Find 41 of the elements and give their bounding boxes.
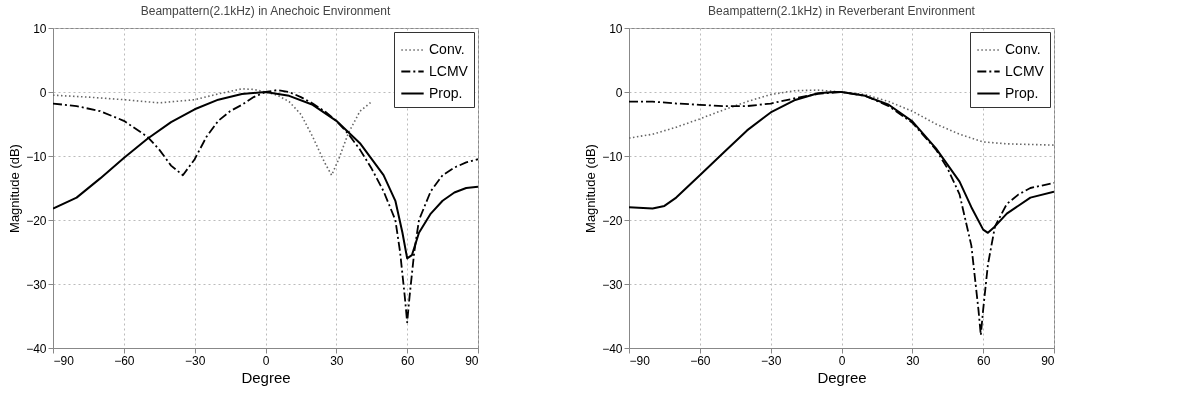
x-axis-title: Degree xyxy=(817,368,867,386)
y-tick-label: 10 xyxy=(33,21,47,36)
y-tick-label: −10 xyxy=(26,149,47,164)
legend-label: Prop. xyxy=(1005,84,1039,101)
legend-label: LCMV xyxy=(429,62,469,79)
y-tick-label: −30 xyxy=(602,277,623,292)
x-tick-label: 30 xyxy=(906,353,920,368)
x-tick-label: −30 xyxy=(184,353,206,368)
x-tick-label: −60 xyxy=(690,353,711,368)
x-tick-label: −90 xyxy=(53,353,75,368)
x-tick-label: −30 xyxy=(760,353,782,368)
x-tick-label: 0 xyxy=(262,353,270,368)
y-tick-label: −10 xyxy=(602,149,623,164)
legend-label: Conv. xyxy=(1005,41,1041,57)
x-tick-label: 30 xyxy=(330,353,344,368)
x-axis-title: Degree xyxy=(241,368,291,386)
x-tick-label: 90 xyxy=(1041,353,1055,368)
line-series xyxy=(629,89,1054,146)
y-axis-title: Magnitude (dB) xyxy=(583,144,599,233)
line-series xyxy=(53,89,478,324)
line-series xyxy=(53,88,373,176)
x-tick-label: 0 xyxy=(838,353,846,368)
x-tick-label: −60 xyxy=(114,353,135,368)
y-tick-label: −30 xyxy=(26,277,47,292)
chart-title: Beampattern(2.1kHz) in Reverberant Environment xyxy=(708,4,976,18)
x-tick-label: −90 xyxy=(629,353,651,368)
y-tick-label: 10 xyxy=(609,21,623,36)
legend-label: LCMV xyxy=(1005,62,1045,79)
y-tick-label: −20 xyxy=(602,213,623,228)
chart-title: Beampattern(2.1kHz) in Anechoic Environment xyxy=(140,4,391,18)
y-tick-label: −20 xyxy=(26,213,47,228)
y-tick-label: −40 xyxy=(26,341,47,356)
y-axis-title: Magnitude (dB) xyxy=(7,144,23,233)
x-tick-label: 60 xyxy=(400,353,415,368)
y-tick-label: 0 xyxy=(615,85,623,100)
legend-label: Prop. xyxy=(429,84,463,101)
x-tick-label: 60 xyxy=(976,353,991,368)
y-tick-label: −40 xyxy=(602,341,623,356)
y-tick-label: 0 xyxy=(39,85,47,100)
x-tick-label: 90 xyxy=(465,353,479,368)
legend-label: Conv. xyxy=(429,41,465,57)
